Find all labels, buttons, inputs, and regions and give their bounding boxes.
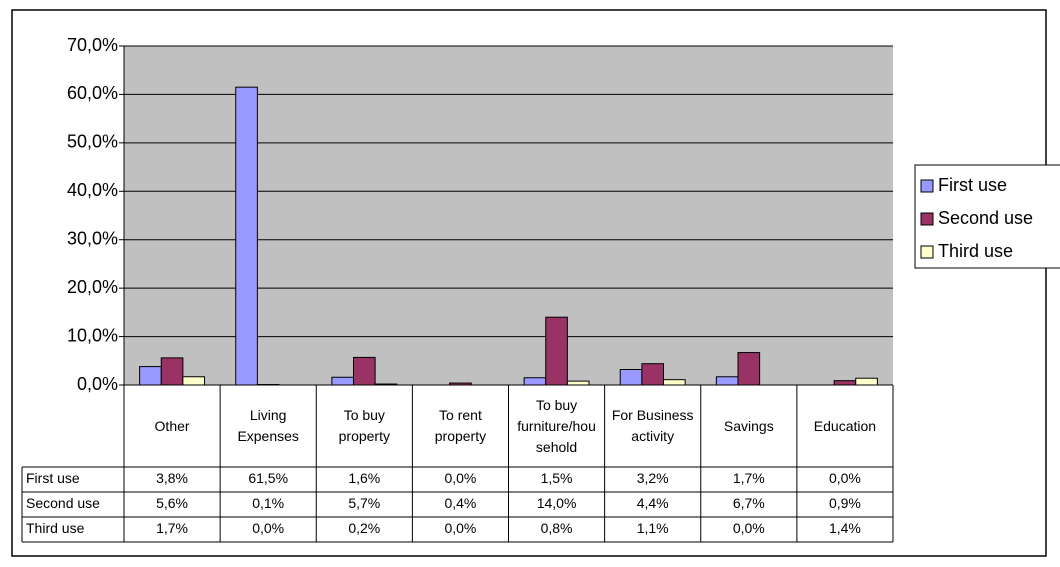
y-tick-label: 10,0% <box>67 325 118 345</box>
legend-label: Third use <box>938 241 1013 261</box>
table-row-label: First use <box>26 470 80 486</box>
x-tick-label: To buy property <box>338 407 390 444</box>
bar <box>641 363 665 386</box>
table-cell: 4,4% <box>637 495 669 511</box>
table-cell: 0,0% <box>444 470 476 486</box>
y-tick-label: 30,0% <box>67 228 118 248</box>
legend-swatch <box>920 212 934 226</box>
table-cell: 1,4% <box>829 520 861 536</box>
bar <box>855 377 878 386</box>
x-tick-label: Other <box>154 417 190 434</box>
legend-label: First use <box>938 175 1007 195</box>
bar <box>352 356 376 386</box>
table-cell: 5,6% <box>156 495 188 511</box>
table-row-label: Third use <box>26 520 85 536</box>
table-cell: 1,1% <box>637 520 669 536</box>
y-tick-label: 60,0% <box>67 83 118 103</box>
table-cell: 3,2% <box>637 470 669 486</box>
table-cell: 0,0% <box>444 520 476 536</box>
bar <box>737 352 761 386</box>
table-cell: 0,4% <box>444 495 476 511</box>
table-cell: 6,7% <box>733 495 765 511</box>
legend-swatch <box>920 245 934 259</box>
y-tick-label: 70,0% <box>67 35 118 55</box>
table-cell: 14,0% <box>537 495 577 511</box>
y-tick-label: 50,0% <box>67 132 118 152</box>
legend-label: Second use <box>938 208 1033 228</box>
x-tick-label: For Business activity <box>611 407 694 444</box>
legend-swatch <box>920 179 934 193</box>
table-cell: 0,1% <box>252 495 284 511</box>
x-tick-label: To buy furniture/household <box>517 396 596 455</box>
x-tick-label: Living Expenses <box>237 407 299 444</box>
y-tick-label: 40,0% <box>67 180 118 200</box>
table-row-label: Second use <box>26 495 100 511</box>
x-tick-label: Education <box>813 417 877 434</box>
x-tick-label: To rent property <box>434 407 487 444</box>
bar <box>619 369 643 386</box>
table-cell: 61,5% <box>248 470 288 486</box>
bar <box>331 376 354 386</box>
table-cell: 1,6% <box>348 470 380 486</box>
table-cell: 1,5% <box>541 470 573 486</box>
bar <box>182 376 206 386</box>
table-cell: 0,0% <box>829 470 861 486</box>
x-tick-label: Savings <box>723 417 774 434</box>
bar <box>545 316 568 386</box>
bar <box>160 357 184 386</box>
table-cell: 0,9% <box>829 495 861 511</box>
bar <box>715 376 739 386</box>
table-cell: 5,7% <box>348 495 380 511</box>
bar <box>235 86 258 386</box>
bar <box>139 366 162 386</box>
legend-box <box>914 164 1060 269</box>
table-cell: 0,0% <box>252 520 284 536</box>
table-cell: 0,0% <box>733 520 765 536</box>
y-tick-label: 20,0% <box>67 277 118 297</box>
bar <box>523 377 547 386</box>
table-cell: 0,2% <box>348 520 380 536</box>
y-tick-label: 0,0% <box>77 374 118 394</box>
table-cell: 0,8% <box>541 520 573 536</box>
table-cell: 1,7% <box>733 470 765 486</box>
table-cell: 3,8% <box>156 470 188 486</box>
table-cell: 1,7% <box>156 520 188 536</box>
